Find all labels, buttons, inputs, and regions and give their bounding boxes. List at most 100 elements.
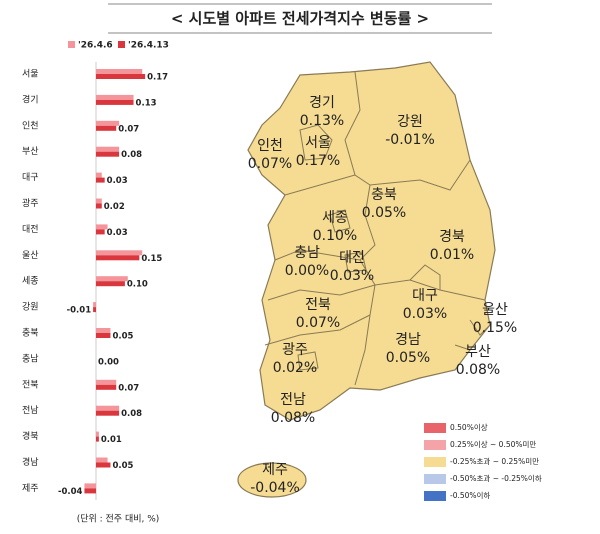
value-label: 0.15 — [141, 254, 162, 264]
bar — [96, 276, 128, 282]
value-label: 0.07 — [118, 383, 139, 393]
bar — [96, 99, 134, 105]
region-name: 전북 — [305, 297, 331, 313]
map-legend-label: 0.50%이상 — [450, 422, 488, 432]
region-value: 0.08% — [271, 410, 315, 426]
bar — [96, 457, 108, 463]
region-value: 0.17% — [296, 153, 340, 169]
bar — [84, 483, 96, 489]
bar — [96, 328, 111, 333]
bar — [96, 410, 120, 416]
y-tick-label: 인천 — [22, 120, 39, 131]
border — [369, 159, 471, 191]
legend-swatch — [118, 41, 125, 48]
value-label: 0.00 — [98, 357, 119, 367]
border — [354, 314, 371, 386]
map-legend-label: 0.25%이상 ~ 0.50%미만 — [450, 439, 536, 449]
y-tick-label: 경기 — [22, 93, 39, 105]
bar — [96, 151, 120, 157]
y-tick-label: 경남 — [22, 456, 39, 468]
bar — [96, 198, 102, 204]
bar — [96, 177, 105, 183]
y-tick-label: 충북 — [22, 328, 39, 339]
region-name: 경남 — [395, 332, 421, 348]
bar — [96, 125, 117, 131]
map-legend-label: -0.50%이하 — [450, 490, 490, 500]
bar — [96, 281, 125, 287]
region-name: 경기 — [309, 95, 335, 111]
region-value: 0.10% — [313, 228, 357, 244]
value-label: 0.13 — [136, 98, 157, 108]
region-value: 0.15% — [473, 320, 517, 336]
value-label: 0.07 — [118, 124, 139, 134]
region-name: 대구 — [412, 288, 438, 304]
border — [469, 319, 491, 336]
value-label: 0.03 — [107, 176, 128, 186]
value-label: 0.08 — [121, 150, 142, 160]
unit-note: (단위 : 전주 대비, %) — [77, 514, 160, 525]
region-value: 0.03% — [403, 306, 447, 322]
value-label: -0.04 — [58, 487, 83, 497]
bar — [96, 172, 102, 178]
region-name: 세종 — [322, 210, 348, 226]
region-name: 강원 — [397, 114, 423, 130]
map-mainland — [247, 61, 496, 421]
region-name: 부산 — [465, 344, 491, 360]
value-label: 0.10 — [127, 280, 148, 290]
bar — [96, 384, 117, 390]
map-legend-swatch — [424, 491, 446, 501]
region-name: 울산 — [482, 302, 508, 318]
region-name: 제주 — [262, 462, 288, 478]
map-legend-label: -0.50%초과 ~ -0.25%이하 — [450, 473, 542, 483]
border — [344, 71, 371, 186]
region-value: -0.04% — [250, 480, 300, 496]
y-tick-label: 대전 — [22, 224, 39, 235]
bar — [96, 69, 143, 74]
bar — [96, 255, 140, 261]
map — [237, 61, 496, 498]
bar — [96, 250, 143, 256]
bar — [96, 333, 111, 338]
region-value: 0.01% — [430, 247, 474, 263]
region-value: -0.01% — [385, 132, 435, 148]
bar — [96, 94, 134, 100]
map-jeju — [237, 462, 307, 498]
region-name: 충북 — [371, 187, 397, 203]
y-tick-label: 서울 — [22, 69, 39, 80]
region-value: 0.03% — [330, 268, 374, 284]
border — [264, 284, 376, 346]
y-tick-label: 부산 — [22, 146, 39, 157]
region-name: 대전 — [339, 250, 365, 266]
bar — [93, 302, 96, 308]
value-label: -0.01 — [67, 306, 92, 316]
region-value: 0.05% — [362, 205, 406, 221]
y-tick-label: 전남 — [22, 405, 39, 416]
region-name: 전남 — [280, 392, 306, 408]
bar — [96, 203, 102, 209]
legend-label: '26.4.6 — [78, 41, 113, 51]
value-label: 0.08 — [121, 409, 142, 419]
border — [299, 124, 333, 161]
y-tick-label: 세종 — [22, 276, 39, 287]
border — [359, 184, 376, 286]
y-tick-label: 충남 — [22, 353, 39, 364]
region-name: 인천 — [257, 138, 283, 154]
chart-title: < 시도별 아파트 전세가격지수 변동률 > — [171, 10, 429, 28]
bar — [96, 120, 120, 126]
region-value: 0.07% — [248, 156, 292, 172]
region-name: 충남 — [294, 245, 320, 261]
map-borders — [264, 71, 491, 386]
region-value: 0.05% — [386, 350, 430, 366]
bar — [96, 224, 108, 230]
bar — [96, 379, 117, 385]
y-tick-label: 강원 — [22, 302, 39, 313]
bar — [96, 436, 99, 442]
bar — [96, 74, 146, 79]
border — [297, 351, 319, 371]
bar — [96, 462, 111, 468]
bar — [96, 431, 99, 437]
y-tick-label: 울산 — [22, 250, 39, 261]
y-tick-label: 경북 — [22, 430, 39, 442]
value-label: 0.17 — [147, 73, 168, 83]
